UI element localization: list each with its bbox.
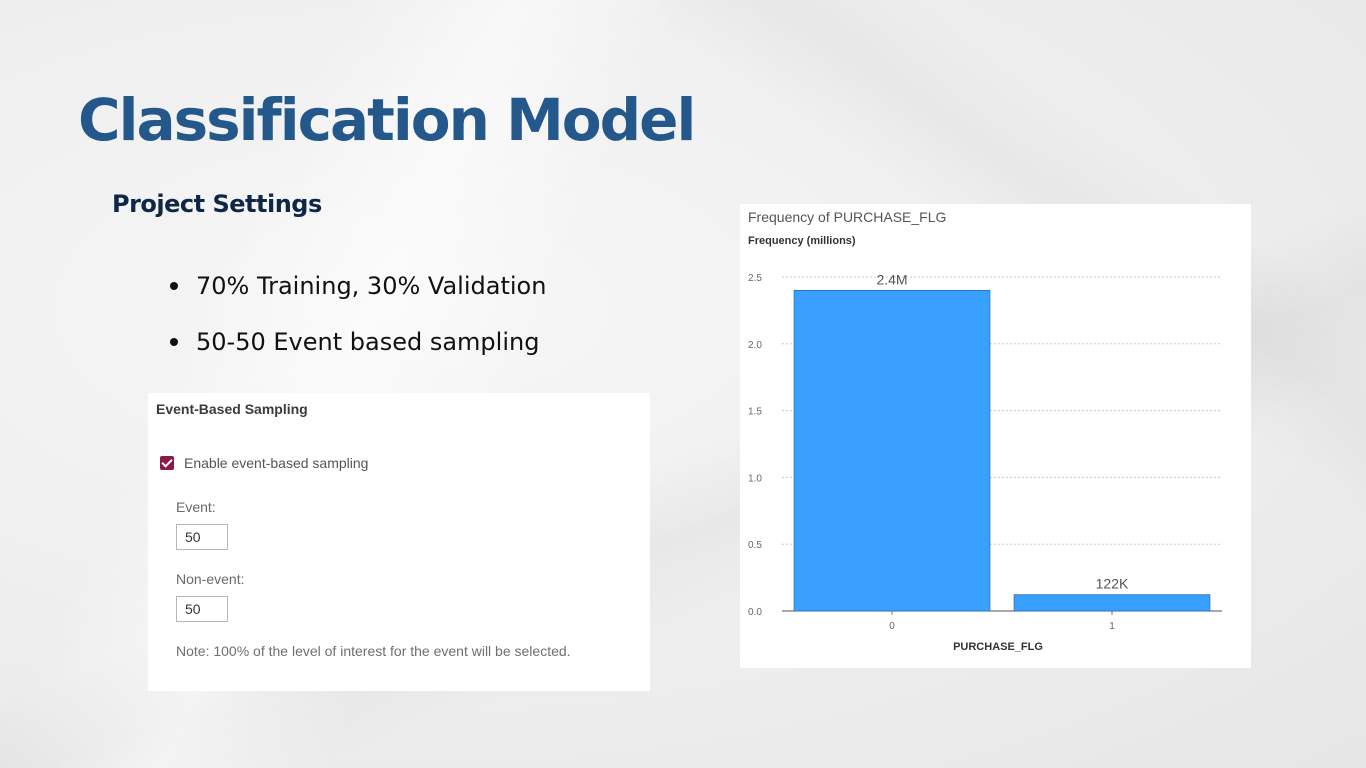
y-tick-label: 2.0 xyxy=(748,340,762,351)
bullet-dot-icon xyxy=(170,282,178,290)
bullet-item: 70% Training, 30% Validation xyxy=(170,258,546,314)
bullet-text: 50-50 Event based sampling xyxy=(196,328,540,356)
chart-bars xyxy=(793,289,1211,612)
nonevent-input[interactable] xyxy=(176,596,228,622)
bar-data-labels: 2.4M 122K xyxy=(876,271,1129,591)
sampling-note: Note: 100% of the level of interest for … xyxy=(176,643,571,659)
bar-data-label: 2.4M xyxy=(876,271,907,287)
bullet-item: 50-50 Event based sampling xyxy=(170,314,546,370)
y-tick-labels: 0.0 0.5 1.0 1.5 2.0 2.5 xyxy=(748,273,762,618)
x-axis-label: PURCHASE_FLG xyxy=(953,641,1043,653)
slide-title: Classification Model xyxy=(78,86,696,154)
y-axis-label: Frequency (millions) xyxy=(748,235,856,247)
bullet-list: 70% Training, 30% Validation 50-50 Event… xyxy=(170,258,546,370)
x-tick-label: 0 xyxy=(889,621,895,632)
event-label: Event: xyxy=(176,499,216,515)
y-tick-label: 1.0 xyxy=(748,473,762,484)
y-tick-label: 0.0 xyxy=(748,607,762,618)
nonevent-label: Non-event: xyxy=(176,571,245,587)
x-tick-label: 1 xyxy=(1109,621,1115,632)
frequency-chart: Frequency of PURCHASE_FLG Frequency (mil… xyxy=(748,209,1222,653)
y-tick-label: 2.5 xyxy=(748,273,762,284)
panel-title: Event-Based Sampling xyxy=(156,401,308,417)
bar-data-label: 122K xyxy=(1096,576,1129,592)
enable-sampling-checkbox-row[interactable]: Enable event-based sampling xyxy=(160,455,368,471)
bullet-text: 70% Training, 30% Validation xyxy=(196,272,547,300)
bar-0 xyxy=(793,289,991,612)
event-sampling-panel: Event-Based Sampling Enable event-based … xyxy=(148,393,650,691)
event-input[interactable] xyxy=(176,524,228,550)
checkbox-checked-icon[interactable] xyxy=(160,456,174,470)
y-tick-label: 0.5 xyxy=(748,540,762,551)
chart-title: Frequency of PURCHASE_FLG xyxy=(748,209,946,225)
y-tick-label: 1.5 xyxy=(748,407,762,418)
slide-subtitle: Project Settings xyxy=(112,190,322,218)
bullet-dot-icon xyxy=(170,338,178,346)
frequency-chart-card: Frequency of PURCHASE_FLG Frequency (mil… xyxy=(740,204,1251,668)
checkbox-label[interactable]: Enable event-based sampling xyxy=(184,455,369,471)
bar-1 xyxy=(1013,594,1211,612)
